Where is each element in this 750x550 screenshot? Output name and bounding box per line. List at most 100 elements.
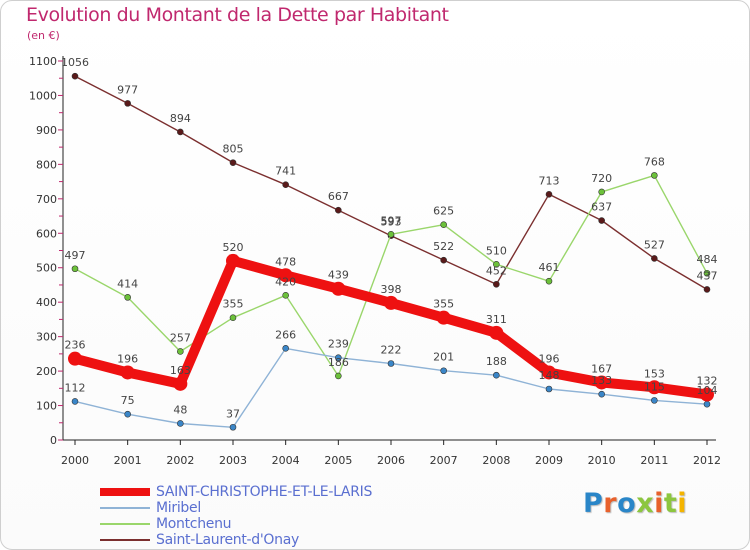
data-point-montchenu <box>651 172 658 179</box>
data-label-saint-laurent-d-onay: 593 <box>381 216 402 229</box>
x-tick-label: 2003 <box>219 454 247 467</box>
data-label-saint-christophe-et-le-laris: 163 <box>170 364 191 377</box>
data-label-montchenu: 355 <box>223 298 244 311</box>
x-tick-label: 2004 <box>272 454 300 467</box>
data-label-montchenu: 720 <box>591 172 612 185</box>
data-label-miribel: 37 <box>226 407 240 420</box>
data-label-montchenu: 597 <box>381 214 402 227</box>
data-point-montchenu <box>545 277 553 285</box>
data-label-montchenu: 484 <box>697 253 718 266</box>
legend-swatch-miribel <box>100 507 150 509</box>
data-label-saint-laurent-d-onay: 1056 <box>61 56 89 69</box>
legend-label-saint-christophe: SAINT-CHRISTOPHE-ET-LE-LARIS <box>156 484 373 500</box>
data-point-saint-christophe-et-le-laris <box>331 281 346 296</box>
data-label-saint-laurent-d-onay: 894 <box>170 112 191 125</box>
data-point-saint-laurent-d-onay <box>703 286 711 293</box>
y-tick-label: 300 <box>36 331 57 344</box>
data-label-saint-laurent-d-onay: 637 <box>591 201 612 214</box>
data-point-saint-laurent-d-onay <box>545 191 553 198</box>
data-point-montchenu <box>387 231 395 238</box>
series-layer <box>68 72 714 431</box>
data-label-miribel: 188 <box>486 355 507 368</box>
data-point-montchenu <box>71 265 79 273</box>
data-label-montchenu: 257 <box>170 331 191 344</box>
x-tick-label: 2011 <box>640 454 668 467</box>
proxiti-logo: Proxiti <box>583 488 688 519</box>
data-label-saint-christophe-et-le-laris: 132 <box>697 375 718 388</box>
data-label-saint-christophe-et-le-laris: 153 <box>644 367 665 380</box>
x-tick-label: 2002 <box>166 454 194 467</box>
data-point-montchenu <box>703 269 711 277</box>
data-point-saint-laurent-d-onay <box>282 181 289 188</box>
x-tick-label: 2008 <box>482 454 510 467</box>
data-label-saint-laurent-d-onay: 805 <box>223 143 244 156</box>
y-tick-label: 800 <box>36 158 57 171</box>
data-label-montchenu: 510 <box>486 244 507 257</box>
data-label-miribel: 222 <box>381 344 402 357</box>
data-point-saint-laurent-d-onay <box>651 255 658 262</box>
data-label-montchenu: 497 <box>65 249 86 262</box>
y-tick-label: 700 <box>36 193 57 206</box>
data-point-saint-laurent-d-onay <box>71 72 79 80</box>
data-point-montchenu <box>229 314 237 321</box>
y-tick-label: 900 <box>36 124 57 137</box>
data-label-montchenu: 186 <box>328 356 349 369</box>
data-label-saint-laurent-d-onay: 741 <box>275 165 296 178</box>
data-label-saint-christophe-et-le-laris: 478 <box>275 255 296 268</box>
data-point-miribel <box>124 410 131 418</box>
data-point-saint-christophe-et-le-laris <box>647 380 662 395</box>
data-point-saint-christophe-et-le-laris <box>226 253 240 268</box>
legend-swatch-montchenu <box>100 523 150 525</box>
data-point-saint-laurent-d-onay <box>598 217 605 224</box>
chart-subtitle: (en €) <box>27 29 60 42</box>
data-point-miribel <box>493 371 500 379</box>
legend-swatch-saint-christophe <box>100 488 150 496</box>
data-label-saint-laurent-d-onay: 713 <box>539 174 560 187</box>
y-tick-label: 600 <box>36 227 57 240</box>
data-point-saint-christophe-et-le-laris <box>120 365 135 380</box>
legend-swatch-saint-laurent <box>100 539 150 541</box>
data-label-saint-laurent-d-onay: 522 <box>433 240 454 253</box>
data-label-montchenu: 461 <box>539 261 560 274</box>
x-tick-label: 2009 <box>535 454 563 467</box>
data-point-montchenu <box>335 372 342 380</box>
legend-label-saint-laurent: Saint-Laurent-d'Onay <box>156 532 299 548</box>
data-label-saint-christophe-et-le-laris: 167 <box>591 362 612 375</box>
legend-label-montchenu: Montchenu <box>156 516 232 532</box>
data-label-miribel: 115 <box>644 380 665 393</box>
data-label-saint-laurent-d-onay: 527 <box>644 238 665 251</box>
data-point-montchenu <box>598 188 605 196</box>
data-label-layer: 1056 977 894 805 741 667 593 522 452 713 637 527 437… <box>61 56 718 420</box>
legend-label-miribel: Miribel <box>156 500 201 516</box>
data-point-montchenu <box>124 294 131 301</box>
data-label-saint-christophe-et-le-laris: 196 <box>117 352 138 365</box>
data-label-montchenu: 768 <box>644 155 665 168</box>
y-tick-label: 100 <box>36 400 57 413</box>
y-tick-label: 400 <box>36 296 57 309</box>
data-point-saint-laurent-d-onay <box>440 256 447 264</box>
data-point-saint-christophe-et-le-laris <box>489 325 504 340</box>
data-label-saint-christophe-et-le-laris: 439 <box>328 269 349 282</box>
data-point-montchenu <box>177 348 184 355</box>
data-label-montchenu: 625 <box>433 205 454 218</box>
data-point-saint-christophe-et-le-laris <box>278 268 293 283</box>
data-point-miribel <box>229 423 237 431</box>
data-label-montchenu: 420 <box>275 275 296 288</box>
y-tick-label: 500 <box>36 262 57 275</box>
data-label-miribel: 201 <box>433 351 454 364</box>
data-point-miribel <box>545 385 553 393</box>
data-label-saint-christophe-et-le-laris: 520 <box>223 241 244 254</box>
data-point-saint-christophe-et-le-laris <box>68 351 82 366</box>
x-tick-label: 2000 <box>61 454 89 467</box>
data-point-saint-christophe-et-le-laris <box>436 310 451 325</box>
data-point-miribel <box>177 420 184 427</box>
data-label-saint-laurent-d-onay: 452 <box>486 264 507 277</box>
data-point-saint-christophe-et-le-laris <box>384 295 398 310</box>
data-point-saint-christophe-et-le-laris <box>594 375 609 390</box>
x-tick-label: 2010 <box>588 454 616 467</box>
data-point-saint-laurent-d-onay <box>177 128 184 136</box>
data-point-miribel <box>651 397 658 404</box>
data-point-miribel <box>440 367 447 375</box>
data-point-saint-laurent-d-onay <box>229 159 237 166</box>
